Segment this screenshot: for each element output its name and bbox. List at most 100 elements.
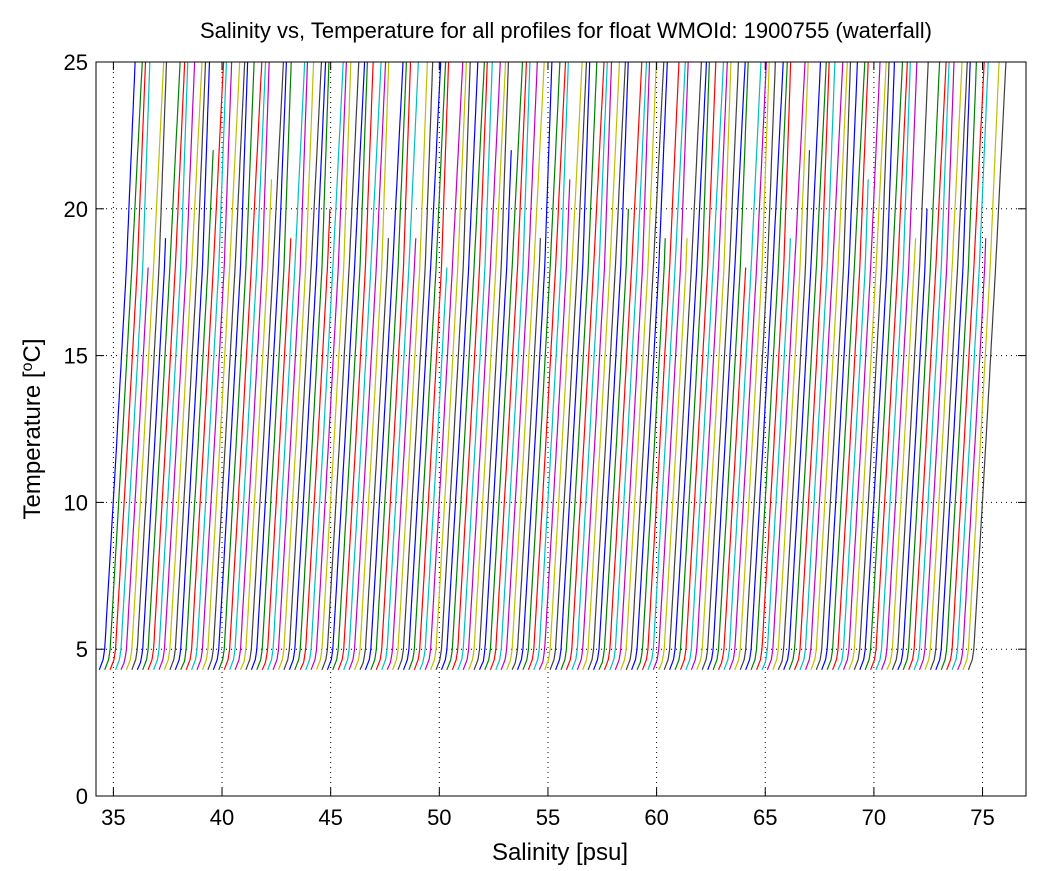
profile-line	[897, 208, 928, 671]
profile-line	[875, 62, 911, 671]
profile-line	[201, 62, 241, 671]
profile-lines	[98, 62, 1007, 671]
profile-line	[109, 62, 147, 671]
profile-line	[196, 62, 233, 671]
profile-line	[343, 62, 382, 671]
profile-line	[620, 62, 657, 671]
profile-line	[598, 208, 629, 671]
y-axis-label: Temperature [oC]	[19, 339, 46, 520]
profile-line	[886, 238, 917, 671]
y-tick-label: 0	[76, 784, 88, 809]
profile-line	[516, 62, 553, 671]
profile-line	[207, 62, 246, 671]
profile-line	[652, 62, 689, 671]
profile-line	[962, 62, 1000, 671]
profile-line	[940, 62, 977, 671]
profile-line	[419, 267, 448, 671]
profile-line	[397, 62, 434, 671]
profile-line	[315, 62, 352, 671]
profile-line	[717, 267, 747, 671]
profile-line	[870, 62, 908, 671]
profile-line	[310, 62, 347, 671]
profile-line	[935, 62, 971, 671]
profile-line	[305, 62, 344, 671]
axis-ticks	[96, 61, 1026, 797]
profile-line	[777, 150, 811, 671]
profile-line	[511, 238, 541, 671]
profile-line	[424, 62, 464, 671]
profile-line	[468, 62, 507, 671]
profile-line	[104, 62, 143, 671]
y-tick-label: 20	[64, 197, 88, 222]
profile-line	[761, 238, 791, 671]
profile-line	[696, 62, 732, 671]
profile-line	[647, 62, 686, 671]
profile-line	[603, 62, 643, 671]
profile-line	[163, 62, 203, 671]
profile-line	[326, 62, 366, 671]
profile-line	[267, 62, 306, 671]
profile-line	[115, 62, 151, 671]
profile-line	[484, 62, 524, 671]
profile-line	[294, 62, 330, 671]
x-tick-label: 65	[753, 805, 777, 830]
profile-line	[98, 62, 136, 671]
profile-line	[223, 62, 263, 671]
profile-line	[191, 62, 227, 671]
y-tick-label: 10	[64, 490, 88, 515]
profile-line	[734, 62, 770, 671]
profile-line	[359, 238, 389, 671]
profile-line	[239, 179, 273, 671]
profile-line	[527, 62, 567, 671]
profile-line	[212, 62, 249, 671]
profile-line	[701, 62, 739, 671]
profile-line	[745, 62, 784, 671]
profile-line	[332, 62, 368, 671]
profile-line	[663, 62, 702, 671]
profile-line	[929, 62, 968, 671]
profile-line	[946, 62, 985, 671]
x-tick-label: 75	[970, 805, 994, 830]
profile-line	[679, 62, 717, 671]
profile-line	[142, 62, 181, 671]
x-tick-label: 35	[101, 805, 125, 830]
profile-line	[446, 62, 485, 671]
profile-line	[136, 238, 167, 671]
x-tick-label: 60	[644, 805, 668, 830]
profile-line	[821, 62, 858, 671]
profile-line	[451, 62, 488, 671]
profile-line	[924, 62, 963, 671]
profile-line	[272, 62, 309, 671]
profile-line	[913, 62, 950, 671]
profile-line	[506, 62, 545, 671]
profile-line	[848, 62, 887, 671]
profile-line	[772, 62, 809, 671]
profile-line	[658, 238, 688, 671]
profile-line	[864, 62, 904, 671]
profile-line	[169, 62, 207, 671]
profile-line	[147, 62, 186, 671]
profile-line	[891, 62, 929, 671]
profile-line	[555, 62, 591, 671]
profile-line	[500, 62, 538, 671]
profile-line	[669, 62, 707, 671]
profile-line	[674, 62, 710, 671]
profile-line	[549, 62, 588, 671]
profile-line	[587, 62, 626, 671]
profile-line	[180, 150, 214, 671]
profile-line	[120, 267, 149, 671]
plot-frame	[95, 61, 1027, 797]
profile-line	[283, 62, 323, 671]
profile-line	[560, 62, 598, 671]
profile-line	[832, 62, 869, 671]
x-tick-label: 45	[318, 805, 342, 830]
profile-line	[337, 62, 374, 671]
profile-line	[495, 62, 531, 671]
profile-line	[288, 62, 327, 671]
profile-line	[842, 62, 881, 671]
profile-line	[810, 62, 848, 671]
profile-line	[804, 62, 844, 671]
profile-line	[489, 62, 527, 671]
profile-line	[218, 62, 255, 671]
